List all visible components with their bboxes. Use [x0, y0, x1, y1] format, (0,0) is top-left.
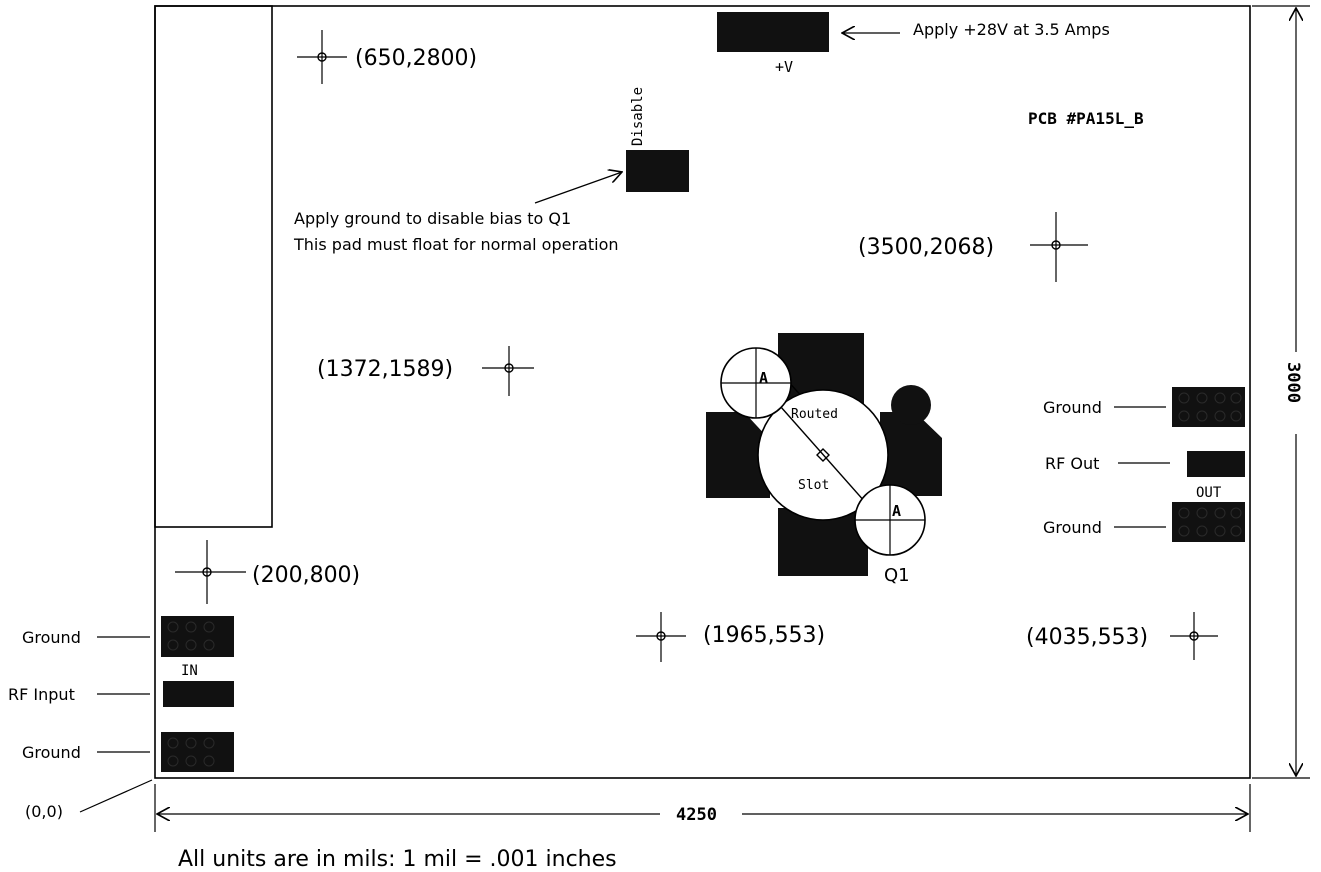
pcb-label: PCB #PA15L_B [1028, 109, 1144, 128]
routed-label: Routed [791, 407, 838, 422]
input-ground-pad-bottom [161, 732, 234, 772]
disable-pad [626, 150, 689, 192]
rf-out-pad [1187, 451, 1245, 477]
coord-label-1965-553: (1965,553) [703, 623, 825, 648]
output-ground-top-label: Ground [1043, 398, 1102, 417]
board-width-label: 4250 [676, 805, 717, 825]
coord-label-3500-2068: (3500,2068) [858, 235, 994, 260]
origin-label: (0,0) [25, 802, 63, 821]
crosshair-200-800: (200,800) [175, 540, 360, 604]
disable-note-line1: Apply ground to disable bias to Q1 [294, 209, 571, 228]
crosshair-3500-2068: (3500,2068) [858, 212, 1088, 282]
mount-label-bottom: A [892, 502, 901, 520]
mount-label-top: A [759, 369, 768, 387]
crosshair-4035-553: (4035,553) [1026, 612, 1218, 660]
coord-label-200-800: (200,800) [252, 563, 360, 588]
board-height-label: 3000 [1283, 362, 1303, 403]
coord-label-1372-1589: (1372,1589) [317, 357, 453, 382]
power-pad-label: +V [775, 58, 793, 76]
input-port-label: IN [181, 663, 198, 679]
input-ground-top-label: Ground [22, 628, 81, 647]
power-pad [717, 12, 829, 52]
input-ground-bottom-label: Ground [22, 743, 81, 762]
width-dimension: 4250 [154, 784, 1251, 832]
rf-out-label: RF Out [1045, 454, 1099, 473]
rf-input-label: RF Input [8, 685, 75, 704]
disable-note-line2: This pad must float for normal operation [293, 235, 619, 254]
q1-label: Q1 [884, 565, 910, 586]
output-port: OUT Ground RF Out Ground [1043, 387, 1245, 542]
crosshair-1372-1589: (1372,1589) [317, 346, 534, 396]
crosshair-1965-553: (1965,553) [636, 612, 825, 662]
coord-label-650-2800: (650,2800) [355, 46, 477, 71]
output-ground-bottom-label: Ground [1043, 518, 1102, 537]
height-dimension: 3000 [1252, 5, 1310, 779]
slot-label: Slot [798, 478, 829, 493]
units-note: All units are in mils: 1 mil = .001 inch… [178, 847, 617, 872]
crosshair-650-2800: (650,2800) [297, 30, 477, 84]
power-pad-group: +V Apply +28V at 3.5 Amps [717, 12, 1110, 76]
power-note: Apply +28V at 3.5 Amps [913, 20, 1110, 39]
input-port: IN Ground RF Input Ground [8, 616, 234, 772]
board-cutout [154, 5, 273, 528]
transistor-q1: Routed Slot A A Q1 [706, 333, 942, 586]
coord-label-4035-553: (4035,553) [1026, 625, 1148, 650]
rf-input-pad [163, 681, 234, 707]
origin-marker: (0,0) [25, 779, 153, 821]
disable-pad-label: Disable [630, 87, 646, 146]
disable-pad-group: Disable Apply ground to disable bias to … [293, 87, 689, 254]
output-port-label: OUT [1196, 485, 1222, 501]
